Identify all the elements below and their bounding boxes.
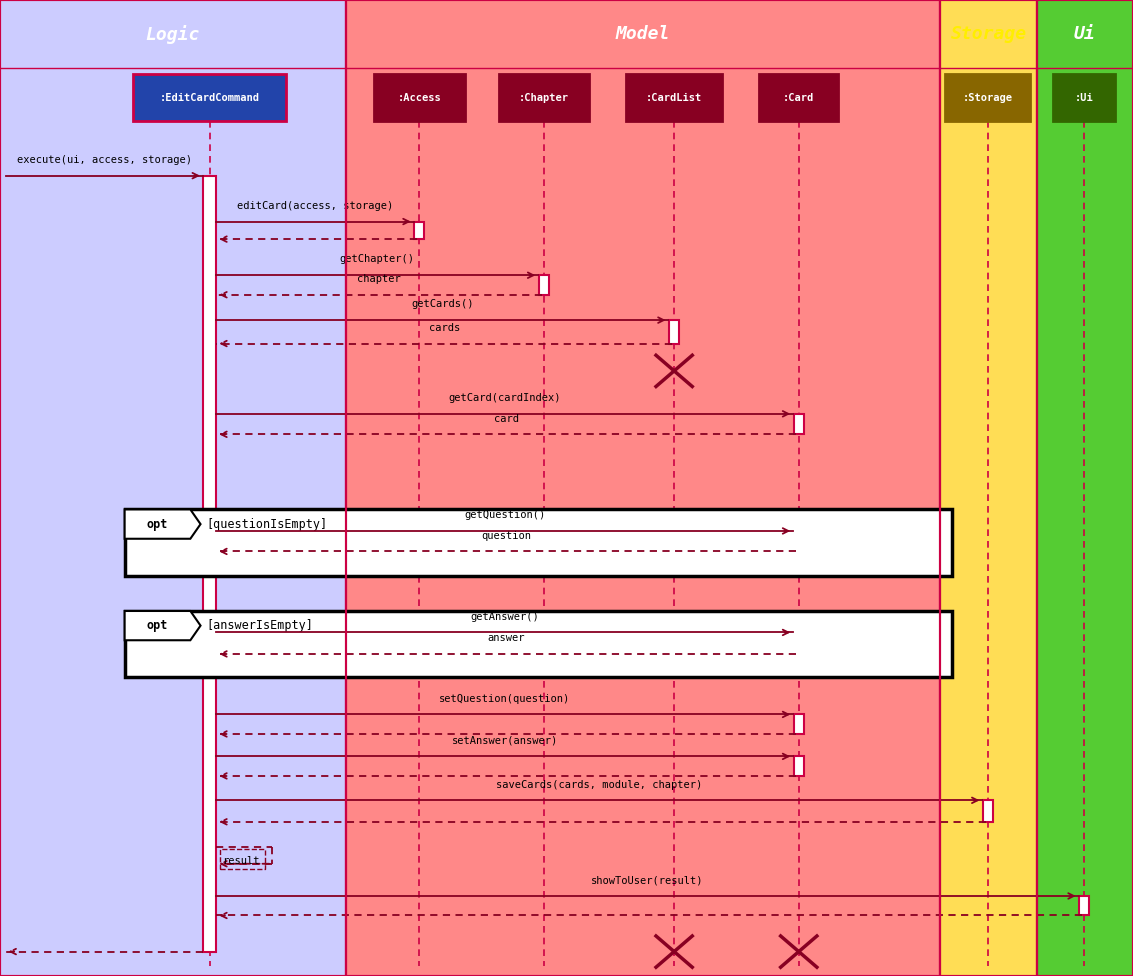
Bar — [940, 0, 1037, 976]
Bar — [793, 531, 804, 551]
Text: Model: Model — [616, 25, 670, 43]
Text: setQuestion(question): setQuestion(question) — [440, 694, 570, 704]
Text: setAnswer(answer): setAnswer(answer) — [452, 736, 557, 746]
Bar — [1080, 896, 1090, 915]
Text: getChapter(): getChapter() — [340, 255, 415, 264]
Bar — [0, 0, 346, 976]
Text: opt: opt — [147, 517, 168, 531]
Text: :Ui: :Ui — [1075, 93, 1093, 102]
Text: Logic: Logic — [146, 24, 199, 44]
Bar — [134, 74, 286, 121]
Polygon shape — [125, 509, 201, 539]
Text: execute(ui, access, storage): execute(ui, access, storage) — [17, 155, 191, 165]
Text: saveCards(cards, module, chapter): saveCards(cards, module, chapter) — [496, 780, 702, 790]
Bar — [945, 74, 1031, 121]
Bar — [125, 509, 952, 576]
Polygon shape — [125, 611, 201, 640]
Bar — [374, 74, 465, 121]
Bar — [220, 849, 265, 869]
Text: result: result — [222, 856, 259, 866]
Text: :Card: :Card — [783, 93, 815, 102]
Text: :Chapter: :Chapter — [519, 93, 569, 102]
Bar — [668, 320, 680, 344]
Text: getCard(cardIndex): getCard(cardIndex) — [449, 393, 561, 403]
Bar — [1054, 74, 1115, 121]
Bar — [1037, 0, 1133, 976]
Text: :CardList: :CardList — [646, 93, 702, 102]
Text: Storage: Storage — [951, 25, 1026, 43]
Bar — [204, 176, 215, 952]
Bar — [125, 611, 952, 677]
Text: :Storage: :Storage — [963, 93, 1013, 102]
Bar — [499, 74, 589, 121]
Bar — [793, 632, 804, 654]
Bar — [793, 414, 804, 434]
Text: answer: answer — [487, 633, 526, 643]
Bar — [940, 0, 1037, 976]
Text: Ui: Ui — [1074, 25, 1096, 43]
Bar — [346, 0, 940, 976]
Bar — [793, 714, 804, 734]
Text: chapter: chapter — [357, 274, 401, 284]
Bar — [0, 0, 346, 976]
Text: editCard(access, storage): editCard(access, storage) — [237, 201, 393, 211]
Text: opt: opt — [147, 619, 168, 632]
Text: question: question — [482, 531, 531, 541]
Text: getQuestion(): getQuestion() — [465, 510, 545, 520]
Text: :EditCardCommand: :EditCardCommand — [160, 93, 259, 102]
Text: [answerIsEmpty]: [answerIsEmpty] — [206, 619, 313, 632]
Text: card: card — [494, 414, 519, 424]
Text: getAnswer(): getAnswer() — [470, 612, 539, 622]
Bar — [415, 222, 424, 239]
Text: [questionIsEmpty]: [questionIsEmpty] — [206, 517, 327, 531]
Bar — [983, 800, 993, 822]
Bar — [759, 74, 838, 121]
Text: showToUser(result): showToUser(result) — [591, 875, 704, 885]
Text: getCards(): getCards() — [411, 300, 474, 309]
Text: :Access: :Access — [398, 93, 441, 102]
Text: cards: cards — [428, 323, 460, 333]
Bar — [793, 756, 804, 776]
Bar — [539, 275, 548, 295]
Bar — [625, 74, 723, 121]
Bar — [346, 0, 940, 976]
Bar — [1037, 0, 1133, 976]
